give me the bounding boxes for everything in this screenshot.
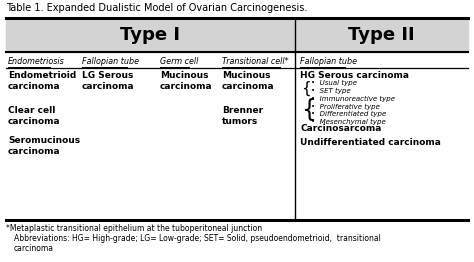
Text: Seromucinous
carcinoma: Seromucinous carcinoma (8, 136, 80, 156)
Text: LG Serous
carcinoma: LG Serous carcinoma (82, 71, 135, 91)
Text: Germ cell: Germ cell (160, 57, 199, 66)
Text: carcinoma: carcinoma (14, 244, 54, 253)
Text: •  SET type: • SET type (311, 88, 351, 94)
Text: Fallopian tube: Fallopian tube (301, 57, 357, 66)
Text: •  Mesenchymal type: • Mesenchymal type (311, 118, 386, 125)
Text: Type II: Type II (348, 26, 415, 44)
Text: Brenner
tumors: Brenner tumors (222, 106, 263, 126)
Text: Fallopian tube: Fallopian tube (82, 57, 139, 66)
Bar (295, 18, 468, 52)
Text: Mucinous
carcinoma: Mucinous carcinoma (160, 71, 213, 91)
Text: *Metaplastic transitional epithelium at the tuboperitoneal junction: *Metaplastic transitional epithelium at … (6, 224, 262, 233)
Text: Undifferentiated carcinoma: Undifferentiated carcinoma (301, 138, 441, 147)
Text: Carcinosarcoma: Carcinosarcoma (301, 124, 382, 133)
Text: Endometriosis: Endometriosis (8, 57, 65, 66)
Text: Type I: Type I (120, 26, 181, 44)
Text: •  Proliferative type: • Proliferative type (311, 103, 380, 110)
Text: Table 1. Expanded Dualistic Model of Ovarian Carcinogenesis.: Table 1. Expanded Dualistic Model of Ova… (6, 3, 307, 13)
Text: Endometrioid
carcinoma: Endometrioid carcinoma (8, 71, 76, 91)
Text: HG Serous carcinoma: HG Serous carcinoma (301, 71, 410, 80)
Text: •  Immunoreactive type: • Immunoreactive type (311, 96, 395, 102)
Text: {: { (301, 81, 311, 96)
Text: Transitional cell*: Transitional cell* (222, 57, 289, 66)
Text: Clear cell
carcinoma: Clear cell carcinoma (8, 106, 61, 126)
Text: •  Usual type: • Usual type (311, 80, 357, 86)
Text: •  Differentiated type: • Differentiated type (311, 111, 387, 117)
Bar (6, 18, 295, 52)
Text: {: { (301, 98, 316, 122)
Text: Abbreviations: HG= High-grade; LG= Low-grade; SET= Solid, pseudoendometrioid,  t: Abbreviations: HG= High-grade; LG= Low-g… (14, 234, 381, 243)
Text: Mucinous
carcinoma: Mucinous carcinoma (222, 71, 274, 91)
